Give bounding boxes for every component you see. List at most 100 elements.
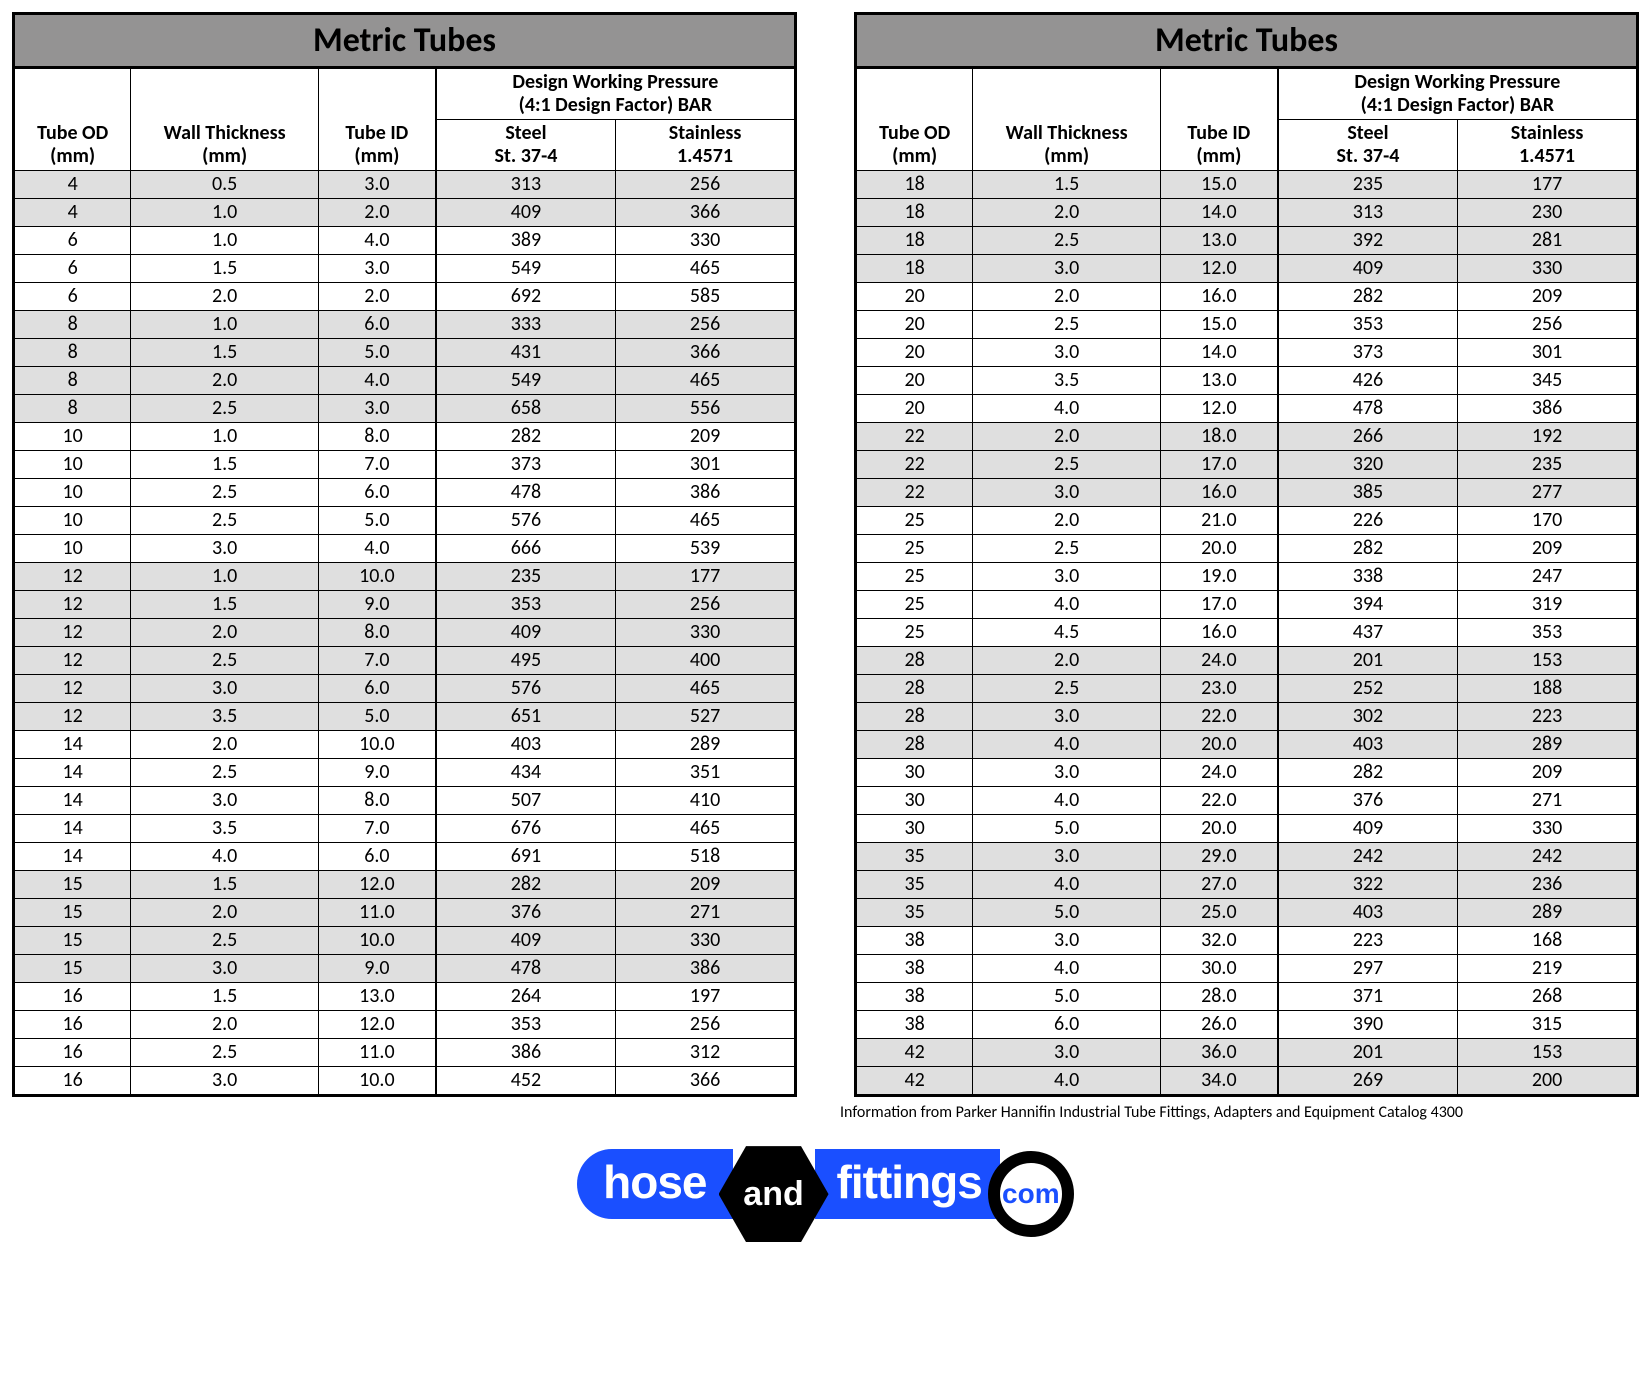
cell-steel: 507 xyxy=(436,787,616,815)
cell-tube-id: 14.0 xyxy=(1160,199,1277,227)
table-row: 4 0.5 3.0 313 256 xyxy=(14,171,796,199)
table-row: 30 5.0 20.0 409 330 xyxy=(856,815,1638,843)
cell-stainless: 271 xyxy=(616,899,796,927)
cell-stainless: 539 xyxy=(616,535,796,563)
cell-wall-thickness: 2.0 xyxy=(131,731,319,759)
cell-tube-od: 22 xyxy=(856,423,973,451)
cell-tube-id: 15.0 xyxy=(1160,311,1277,339)
cell-stainless: 197 xyxy=(616,983,796,1011)
metric-tubes-table-right: Metric Tubes Tube OD(mm) Wall Thickness(… xyxy=(854,12,1639,1097)
cell-tube-od: 10 xyxy=(14,479,131,507)
cell-tube-od: 4 xyxy=(14,199,131,227)
table-row: 18 2.5 13.0 392 281 xyxy=(856,227,1638,255)
cell-tube-od: 28 xyxy=(856,675,973,703)
cell-stainless: 556 xyxy=(616,395,796,423)
cell-tube-od: 38 xyxy=(856,955,973,983)
cell-wall-thickness: 3.0 xyxy=(973,927,1161,955)
cell-tube-od: 16 xyxy=(14,983,131,1011)
table-row: 12 2.0 8.0 409 330 xyxy=(14,619,796,647)
col-header-stainless: Stainless1.4571 xyxy=(1458,120,1638,171)
cell-stainless: 319 xyxy=(1458,591,1638,619)
table-row: 8 2.5 3.0 658 556 xyxy=(14,395,796,423)
table-row: 28 2.0 24.0 201 153 xyxy=(856,647,1638,675)
cell-steel: 297 xyxy=(1278,955,1458,983)
table-row: 22 3.0 16.0 385 277 xyxy=(856,479,1638,507)
cell-stainless: 242 xyxy=(1458,843,1638,871)
cell-wall-thickness: 2.0 xyxy=(131,283,319,311)
cell-wall-thickness: 3.5 xyxy=(131,815,319,843)
cell-tube-id: 5.0 xyxy=(318,507,435,535)
cell-stainless: 188 xyxy=(1458,675,1638,703)
cell-tube-od: 16 xyxy=(14,1039,131,1067)
cell-stainless: 177 xyxy=(616,563,796,591)
cell-steel: 313 xyxy=(436,171,616,199)
cell-wall-thickness: 5.0 xyxy=(973,815,1161,843)
cell-tube-od: 18 xyxy=(856,227,973,255)
table-row: 8 2.0 4.0 549 465 xyxy=(14,367,796,395)
cell-tube-od: 18 xyxy=(856,255,973,283)
cell-stainless: 153 xyxy=(1458,647,1638,675)
cell-wall-thickness: 4.0 xyxy=(131,843,319,871)
cell-stainless: 312 xyxy=(616,1039,796,1067)
attribution-text: Information from Parker Hannifin Industr… xyxy=(840,1103,1639,1122)
cell-stainless: 268 xyxy=(1458,983,1638,1011)
cell-steel: 322 xyxy=(1278,871,1458,899)
cell-steel: 333 xyxy=(436,311,616,339)
cell-wall-thickness: 0.5 xyxy=(131,171,319,199)
table-row: 35 3.0 29.0 242 242 xyxy=(856,843,1638,871)
cell-tube-id: 22.0 xyxy=(1160,787,1277,815)
cell-tube-od: 12 xyxy=(14,563,131,591)
cell-steel: 409 xyxy=(436,927,616,955)
cell-steel: 409 xyxy=(1278,815,1458,843)
cell-stainless: 465 xyxy=(616,367,796,395)
cell-tube-od: 35 xyxy=(856,871,973,899)
cell-wall-thickness: 1.0 xyxy=(131,199,319,227)
cell-wall-thickness: 2.5 xyxy=(131,479,319,507)
cell-tube-od: 14 xyxy=(14,759,131,787)
cell-stainless: 289 xyxy=(1458,731,1638,759)
cell-wall-thickness: 4.0 xyxy=(973,871,1161,899)
cell-wall-thickness: 1.0 xyxy=(131,423,319,451)
cell-steel: 434 xyxy=(436,759,616,787)
cell-stainless: 410 xyxy=(616,787,796,815)
cell-tube-id: 32.0 xyxy=(1160,927,1277,955)
cell-tube-od: 20 xyxy=(856,311,973,339)
cell-tube-od: 10 xyxy=(14,451,131,479)
cell-tube-od: 22 xyxy=(856,479,973,507)
cell-wall-thickness: 1.5 xyxy=(131,255,319,283)
cell-wall-thickness: 3.0 xyxy=(973,1039,1161,1067)
table-row: 15 1.5 12.0 282 209 xyxy=(14,871,796,899)
cell-tube-od: 28 xyxy=(856,731,973,759)
cell-wall-thickness: 2.5 xyxy=(973,227,1161,255)
table-row: 4 1.0 2.0 409 366 xyxy=(14,199,796,227)
table-row: 12 3.0 6.0 576 465 xyxy=(14,675,796,703)
table-row: 10 1.5 7.0 373 301 xyxy=(14,451,796,479)
cell-wall-thickness: 2.0 xyxy=(973,283,1161,311)
cell-tube-od: 12 xyxy=(14,703,131,731)
cell-stainless: 223 xyxy=(1458,703,1638,731)
cell-tube-id: 6.0 xyxy=(318,843,435,871)
cell-tube-id: 8.0 xyxy=(318,619,435,647)
cell-tube-od: 35 xyxy=(856,843,973,871)
cell-tube-id: 4.0 xyxy=(318,367,435,395)
cell-tube-od: 28 xyxy=(856,647,973,675)
cell-steel: 282 xyxy=(436,871,616,899)
cell-stainless: 386 xyxy=(616,479,796,507)
cell-steel: 426 xyxy=(1278,367,1458,395)
cell-tube-id: 7.0 xyxy=(318,815,435,843)
cell-steel: 676 xyxy=(436,815,616,843)
cell-steel: 338 xyxy=(1278,563,1458,591)
cell-stainless: 353 xyxy=(1458,619,1638,647)
table-row: 8 1.0 6.0 333 256 xyxy=(14,311,796,339)
cell-tube-od: 16 xyxy=(14,1011,131,1039)
cell-tube-od: 6 xyxy=(14,283,131,311)
cell-tube-od: 6 xyxy=(14,255,131,283)
cell-stainless: 209 xyxy=(1458,535,1638,563)
cell-steel: 478 xyxy=(1278,395,1458,423)
table-row: 6 1.0 4.0 389 330 xyxy=(14,227,796,255)
cell-wall-thickness: 2.0 xyxy=(131,899,319,927)
cell-tube-id: 5.0 xyxy=(318,339,435,367)
cell-stainless: 465 xyxy=(616,255,796,283)
table-row: 14 3.0 8.0 507 410 xyxy=(14,787,796,815)
cell-steel: 235 xyxy=(1278,171,1458,199)
